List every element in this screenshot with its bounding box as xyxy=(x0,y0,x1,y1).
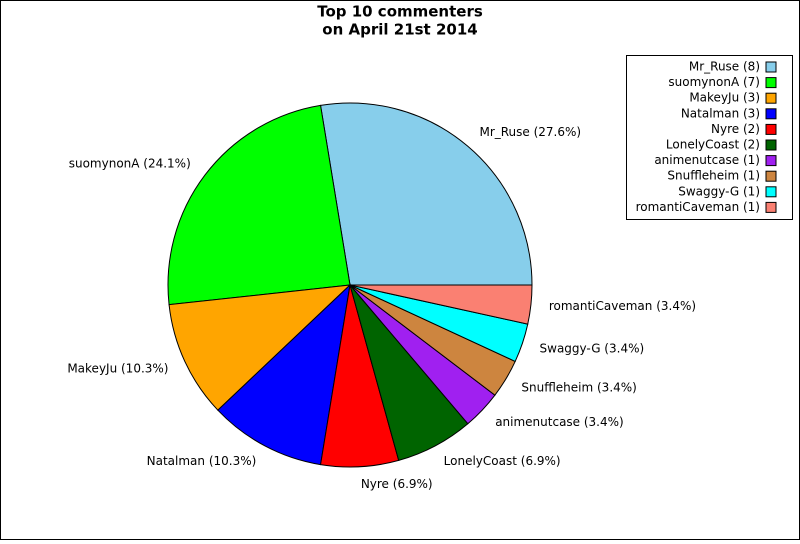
legend-label: suomynonA (7) xyxy=(668,75,760,89)
legend-swatch xyxy=(765,77,777,89)
legend-swatch xyxy=(765,123,777,135)
legend-swatch xyxy=(765,170,777,182)
pie-slice xyxy=(349,284,533,325)
pie-slice xyxy=(167,104,351,306)
slice-label: animenutcase (3.4%) xyxy=(495,415,624,429)
pie-slice xyxy=(217,283,351,466)
legend-label: Swaggy-G (1) xyxy=(678,184,760,198)
legend-label: Mr_Ruse (8) xyxy=(689,60,760,74)
legend-label: LonelyCoast (2) xyxy=(666,138,760,152)
legend-swatch xyxy=(765,139,777,151)
legend-label: Natalman (3) xyxy=(681,106,760,120)
legend-swatch xyxy=(765,61,777,73)
legend-swatch xyxy=(765,108,777,120)
legend-swatch xyxy=(765,155,777,167)
legend-label: Snuffleheim (1) xyxy=(667,169,760,183)
pie-slice xyxy=(168,284,352,411)
slice-label: suomynonA (24.1%) xyxy=(69,156,191,170)
slice-label: Natalman (10.3%) xyxy=(147,454,257,468)
slice-label: Nyre (6.9%) xyxy=(361,477,433,491)
pie-slice xyxy=(319,102,533,286)
legend-label: romantiCaveman (1) xyxy=(636,200,760,214)
legend-label: MakeyJu (3) xyxy=(689,91,760,105)
slice-label: Mr_Ruse (27.6%) xyxy=(479,125,581,139)
legend-swatch xyxy=(765,92,777,104)
slice-label: romantiCaveman (3.4%) xyxy=(549,299,696,313)
legend-label: Nyre (2) xyxy=(711,122,760,136)
chart-title: Top 10 commenters xyxy=(317,3,483,21)
slice-label: LonelyCoast (6.9%) xyxy=(444,454,561,468)
slice-label: Swaggy-G (3.4%) xyxy=(540,341,645,355)
slice-label: MakeyJu (10.3%) xyxy=(67,361,168,375)
chart-title: on April 21st 2014 xyxy=(322,21,477,39)
legend-box xyxy=(626,55,793,220)
legend-label: animenutcase (1) xyxy=(654,153,760,167)
slice-label: Snuffleheim (3.4%) xyxy=(521,381,637,395)
legend-swatch xyxy=(765,186,777,198)
legend-swatch xyxy=(765,201,777,213)
